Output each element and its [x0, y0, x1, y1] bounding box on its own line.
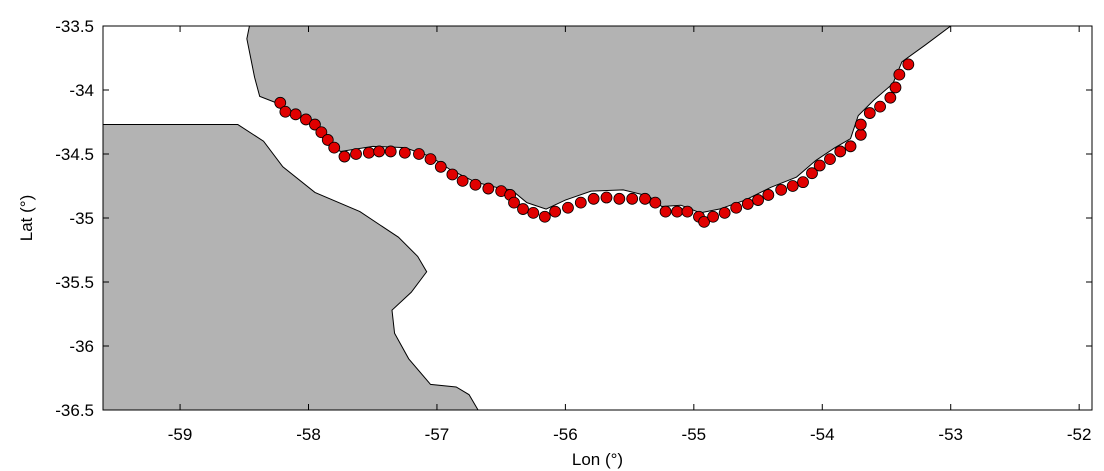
sample-point [659, 205, 672, 218]
sample-point [707, 210, 719, 223]
sample-point [508, 196, 520, 209]
sample-point [434, 160, 447, 173]
sample-point [398, 146, 411, 159]
y-tick-label: -33.5 [55, 17, 94, 36]
sample-point [446, 168, 459, 181]
x-tick-label: -55 [682, 425, 707, 444]
sample-point [874, 100, 886, 113]
sample-point [315, 126, 328, 139]
sample-point [626, 192, 639, 205]
sample-point [762, 189, 775, 201]
sample-point [752, 194, 764, 206]
sample-point [718, 206, 731, 219]
sample-point [884, 91, 897, 104]
plot-area [103, 26, 1092, 410]
sample-point [456, 174, 469, 187]
sample-point [797, 176, 809, 189]
sample-points [274, 58, 915, 228]
sample-point [300, 113, 312, 126]
sample-point [309, 118, 321, 131]
y-tick-label: -35.5 [55, 273, 94, 292]
sample-point [854, 118, 867, 131]
sample-point [482, 182, 495, 195]
sample-point [549, 205, 562, 218]
x-tick-label: -59 [168, 425, 193, 444]
sample-point [338, 150, 351, 163]
sample-point [786, 180, 799, 192]
y-tick-label: -34 [69, 81, 94, 100]
sample-point [893, 68, 906, 81]
sample-point [424, 153, 437, 166]
sample-point [681, 205, 694, 218]
sample-point [834, 145, 847, 158]
land-argentina [103, 124, 479, 410]
sample-point [469, 178, 482, 191]
sample-point [698, 215, 711, 228]
x-tick-label: -58 [296, 425, 321, 444]
sample-point [321, 134, 334, 146]
sample-point [902, 58, 915, 71]
sample-point [824, 153, 836, 166]
y-axis-label: Lat (°) [17, 195, 36, 241]
sample-point [741, 198, 754, 210]
sample-point [538, 210, 551, 223]
sample-point [671, 205, 684, 218]
sample-point [844, 140, 857, 153]
sample-point [854, 128, 867, 141]
sample-point [562, 201, 574, 214]
sample-point [613, 192, 626, 205]
sample-point [384, 145, 397, 158]
sample-point [279, 105, 292, 118]
y-tick-label: -36 [69, 337, 94, 356]
sample-point [373, 145, 386, 158]
sample-point [413, 148, 425, 160]
x-axis-ticks: -59 -58 -57 -56 -55 -54 -53 -52 [168, 26, 1092, 444]
sample-point [813, 159, 826, 172]
sample-point [362, 146, 375, 159]
y-tick-label: -36.5 [55, 401, 94, 420]
sample-point [889, 81, 902, 94]
x-tick-label: -54 [810, 425, 835, 444]
sample-point [587, 192, 600, 205]
sample-point [527, 206, 540, 219]
sample-point [274, 96, 287, 109]
sample-point [350, 148, 362, 160]
y-tick-label: -34.5 [55, 145, 94, 164]
sample-point [649, 196, 662, 209]
sample-point [806, 167, 818, 180]
x-tick-label: -53 [938, 425, 963, 444]
y-axis-ticks: -33.5 -34 -34.5 -35 -35.5 -36 -36.5 [55, 17, 1092, 420]
x-tick-label: -52 [1067, 425, 1092, 444]
sample-point [775, 183, 788, 196]
sample-point [863, 107, 876, 119]
x-tick-label: -56 [553, 425, 578, 444]
sample-point [328, 141, 341, 154]
sample-point [517, 203, 529, 215]
x-tick-label: -57 [425, 425, 450, 444]
sample-point [600, 191, 613, 204]
sample-point [639, 192, 651, 205]
x-axis-label: Lon (°) [572, 450, 623, 469]
sample-point [574, 196, 587, 209]
y-tick-label: -35 [69, 209, 94, 228]
sample-point [730, 201, 743, 214]
sample-point [289, 108, 302, 121]
